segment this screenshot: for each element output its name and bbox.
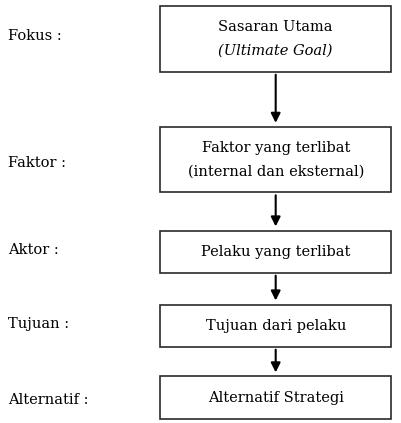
Bar bbox=[160, 376, 391, 419]
Text: Fokus :: Fokus : bbox=[8, 29, 62, 43]
Text: (internal dan eksternal): (internal dan eksternal) bbox=[188, 165, 364, 179]
Text: Alternatif :: Alternatif : bbox=[8, 393, 89, 407]
Bar bbox=[160, 6, 391, 72]
Bar bbox=[160, 127, 391, 192]
Bar bbox=[160, 231, 391, 273]
Text: Tujuan dari pelaku: Tujuan dari pelaku bbox=[205, 319, 346, 333]
Text: Tujuan :: Tujuan : bbox=[8, 316, 69, 331]
Text: (Ultimate Goal): (Ultimate Goal) bbox=[219, 44, 333, 58]
Text: Aktor :: Aktor : bbox=[8, 242, 59, 257]
Text: Sasaran Utama: Sasaran Utama bbox=[219, 20, 333, 34]
Text: Pelaku yang terlibat: Pelaku yang terlibat bbox=[201, 244, 350, 259]
Bar bbox=[160, 305, 391, 347]
Text: Faktor yang terlibat: Faktor yang terlibat bbox=[201, 141, 350, 155]
Text: Faktor :: Faktor : bbox=[8, 156, 66, 170]
Text: Alternatif Strategi: Alternatif Strategi bbox=[208, 390, 344, 405]
